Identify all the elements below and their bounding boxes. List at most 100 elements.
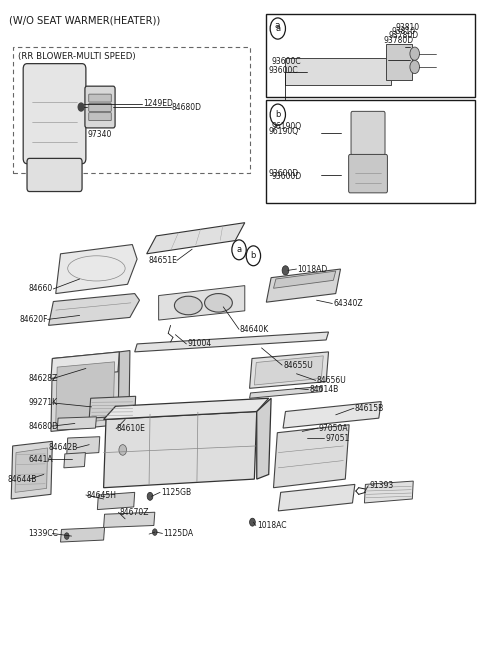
Polygon shape <box>104 512 155 527</box>
Circle shape <box>78 103 84 111</box>
Circle shape <box>410 60 420 74</box>
Text: 84628Z: 84628Z <box>28 374 58 383</box>
Text: 1018AC: 1018AC <box>257 521 286 530</box>
Text: 84640K: 84640K <box>240 325 269 334</box>
Polygon shape <box>283 402 381 428</box>
Text: 93600D: 93600D <box>271 172 301 181</box>
FancyBboxPatch shape <box>89 104 111 112</box>
Text: (W/O SEAT WARMER(HEATER)): (W/O SEAT WARMER(HEATER)) <box>9 15 160 25</box>
Text: 97051: 97051 <box>325 434 349 442</box>
Polygon shape <box>250 386 323 398</box>
Text: 84670Z: 84670Z <box>120 508 149 517</box>
Polygon shape <box>11 442 52 499</box>
Text: 93600C: 93600C <box>271 57 301 66</box>
Bar <box>266 14 475 97</box>
Text: 93780D: 93780D <box>384 36 414 45</box>
Text: 93810: 93810 <box>392 27 416 37</box>
Text: 96190Q: 96190Q <box>271 122 301 131</box>
Text: 1125GB: 1125GB <box>161 488 191 497</box>
Polygon shape <box>147 222 245 254</box>
Polygon shape <box>51 352 120 378</box>
Text: 84614B: 84614B <box>310 385 339 394</box>
Circle shape <box>119 445 127 456</box>
Text: a: a <box>237 245 241 254</box>
FancyBboxPatch shape <box>348 155 387 193</box>
Polygon shape <box>274 271 336 288</box>
FancyBboxPatch shape <box>89 94 111 102</box>
Text: 84655U: 84655U <box>283 361 313 370</box>
Text: a: a <box>275 24 280 33</box>
Ellipse shape <box>174 296 202 315</box>
FancyBboxPatch shape <box>351 112 385 155</box>
Text: 84680D: 84680D <box>171 102 202 112</box>
Text: 93600D: 93600D <box>269 169 299 178</box>
Text: 84651E: 84651E <box>149 256 178 265</box>
Text: 84642B: 84642B <box>48 444 78 452</box>
FancyBboxPatch shape <box>89 113 111 121</box>
Text: 6441A: 6441A <box>28 455 53 463</box>
Text: b: b <box>251 251 256 260</box>
Polygon shape <box>250 352 328 388</box>
Polygon shape <box>104 412 257 488</box>
Polygon shape <box>266 269 340 302</box>
Circle shape <box>232 240 246 260</box>
Polygon shape <box>278 485 355 511</box>
Circle shape <box>153 529 157 535</box>
Text: 1125DA: 1125DA <box>163 529 193 538</box>
Text: 91393: 91393 <box>369 481 394 490</box>
Text: 84645H: 84645H <box>87 491 117 499</box>
Polygon shape <box>89 396 136 418</box>
Polygon shape <box>364 481 413 503</box>
Polygon shape <box>56 362 115 425</box>
Polygon shape <box>60 527 105 542</box>
Text: 93810: 93810 <box>396 23 420 33</box>
Circle shape <box>410 47 420 60</box>
Text: 99271K: 99271K <box>28 398 58 408</box>
Circle shape <box>270 104 286 125</box>
Text: 97050A: 97050A <box>319 424 348 432</box>
Bar <box>266 100 475 203</box>
Text: a: a <box>275 21 280 30</box>
Text: 1339CC: 1339CC <box>28 529 59 538</box>
Text: 84620F: 84620F <box>20 315 48 324</box>
Circle shape <box>246 246 261 266</box>
Text: 84644B: 84644B <box>8 475 37 483</box>
Circle shape <box>250 518 255 526</box>
Text: 1249ED: 1249ED <box>144 99 173 108</box>
Text: 1018AD: 1018AD <box>298 264 328 274</box>
Polygon shape <box>57 417 96 430</box>
Polygon shape <box>118 351 130 425</box>
Text: 96190Q: 96190Q <box>269 127 299 135</box>
FancyBboxPatch shape <box>27 159 82 191</box>
Polygon shape <box>56 244 137 293</box>
Polygon shape <box>97 492 135 509</box>
Text: 64340Z: 64340Z <box>333 299 363 308</box>
Text: 84660: 84660 <box>28 284 53 293</box>
Ellipse shape <box>204 293 232 312</box>
Text: 93600C: 93600C <box>269 66 299 75</box>
FancyBboxPatch shape <box>85 86 115 128</box>
Text: 97340: 97340 <box>88 130 112 139</box>
Polygon shape <box>104 398 269 420</box>
Text: 84656U: 84656U <box>317 376 347 385</box>
Text: 91004: 91004 <box>187 339 212 349</box>
Text: 84615B: 84615B <box>355 404 384 413</box>
Text: 84610E: 84610E <box>117 424 146 433</box>
Polygon shape <box>274 425 349 488</box>
Polygon shape <box>257 398 271 479</box>
FancyBboxPatch shape <box>23 64 86 164</box>
Polygon shape <box>158 286 245 320</box>
Circle shape <box>282 266 289 275</box>
Text: 93780D: 93780D <box>388 31 419 40</box>
Polygon shape <box>254 356 323 385</box>
Polygon shape <box>64 453 85 468</box>
Bar <box>286 58 391 85</box>
Circle shape <box>64 533 69 539</box>
Polygon shape <box>48 293 140 325</box>
Bar <box>386 44 412 80</box>
Circle shape <box>147 492 153 500</box>
Polygon shape <box>67 437 100 455</box>
Text: b: b <box>275 110 280 119</box>
Polygon shape <box>135 332 328 352</box>
Circle shape <box>270 18 286 39</box>
